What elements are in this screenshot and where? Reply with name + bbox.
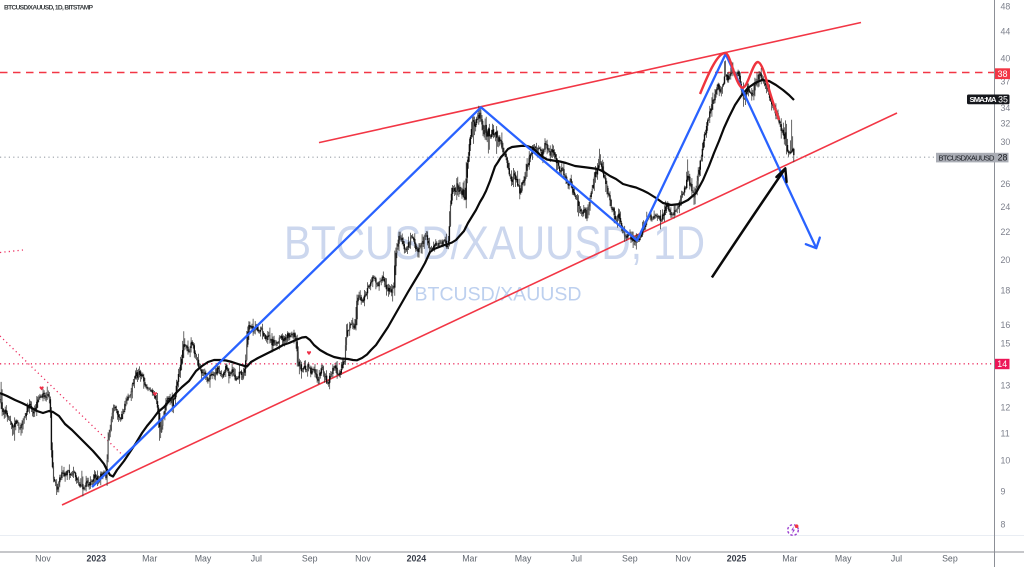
svg-text:32: 32 (1001, 118, 1011, 128)
svg-text:Sep: Sep (622, 554, 638, 564)
svg-text:24: 24 (1001, 202, 1011, 212)
svg-text:Jul: Jul (571, 554, 582, 564)
svg-text:May: May (835, 554, 852, 564)
svg-text:Mar: Mar (142, 554, 157, 564)
svg-text:40: 40 (1001, 53, 1011, 63)
svg-text:30: 30 (1001, 137, 1011, 147)
svg-text:14: 14 (997, 359, 1007, 369)
svg-text:Mar: Mar (782, 554, 797, 564)
svg-text:35: 35 (998, 94, 1008, 104)
svg-text:Mar: Mar (462, 554, 477, 564)
svg-text:20: 20 (1001, 255, 1011, 265)
svg-text:9: 9 (1001, 486, 1006, 496)
svg-text:Nov: Nov (35, 554, 51, 564)
svg-text:48: 48 (1001, 1, 1011, 11)
svg-text:37: 37 (1001, 76, 1011, 86)
svg-text:Nov: Nov (355, 554, 371, 564)
svg-text:Sep: Sep (302, 554, 318, 564)
svg-text:11: 11 (1001, 428, 1010, 438)
svg-text:BTCUSD/XAUUSD: BTCUSD/XAUUSD (939, 153, 996, 162)
svg-text:12: 12 (1001, 402, 1011, 412)
svg-text:22: 22 (1001, 227, 1011, 237)
svg-text:May: May (195, 554, 212, 564)
svg-text:28: 28 (998, 153, 1008, 163)
svg-text:Sep: Sep (942, 554, 958, 564)
svg-text:Jul: Jul (251, 554, 262, 564)
svg-text:16: 16 (1001, 320, 1011, 330)
svg-text:13: 13 (1001, 380, 1011, 390)
svg-text:BTCUSD/XAUUSD, 1D: BTCUSD/XAUUSD, 1D (284, 216, 705, 269)
svg-text:2023: 2023 (87, 554, 107, 564)
svg-text:BTCUSD/XAUUSD, 1D, BITSTAMP: BTCUSD/XAUUSD, 1D, BITSTAMP (4, 5, 94, 12)
svg-text:May: May (515, 554, 532, 564)
svg-text:Jul: Jul (891, 554, 902, 564)
svg-text:34: 34 (1001, 103, 1011, 113)
svg-text:18: 18 (1001, 285, 1011, 295)
svg-text:8: 8 (1001, 519, 1006, 529)
svg-text:SMA:MA: SMA:MA (970, 95, 998, 104)
svg-text:26: 26 (1001, 179, 1011, 189)
svg-text:Nov: Nov (675, 554, 691, 564)
svg-text:2024: 2024 (407, 554, 427, 564)
svg-text:2025: 2025 (727, 554, 747, 564)
svg-text:38: 38 (997, 69, 1007, 79)
svg-text:10: 10 (1001, 455, 1011, 465)
svg-text:BTCUSD/XAUUSD: BTCUSD/XAUUSD (415, 284, 582, 306)
svg-text:15: 15 (1001, 338, 1011, 348)
svg-text:44: 44 (1001, 26, 1011, 36)
